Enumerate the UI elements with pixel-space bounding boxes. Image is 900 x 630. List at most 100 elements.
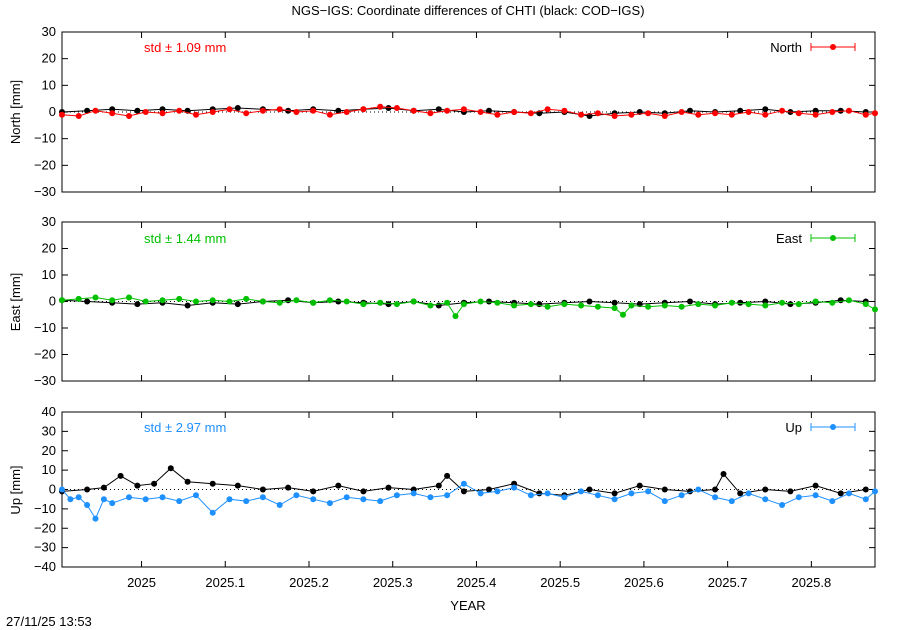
east-east-point (846, 297, 852, 304)
north-north-point (259, 107, 266, 114)
east-legend-label: East (776, 231, 802, 246)
x-tick-label: 2025.6 (624, 575, 664, 590)
east-east-point (712, 302, 719, 309)
x-axis-label: YEAR (450, 598, 485, 613)
up-up-point (812, 492, 819, 499)
north-y-tick-label: −30 (34, 184, 56, 199)
up-reference-point (586, 486, 593, 493)
up-up-point (176, 498, 183, 505)
up-reference-point (84, 486, 91, 493)
north-north-point (695, 111, 702, 118)
north-north-point (862, 111, 869, 118)
north-north-point (494, 111, 501, 118)
east-east-point (728, 299, 735, 306)
east-east-point (326, 297, 333, 304)
north-north-point (728, 111, 735, 118)
up-up-series-line (61, 483, 876, 520)
up-up-point (594, 492, 601, 499)
up-up-point (628, 490, 635, 497)
x-tick-label: 2025.8 (791, 575, 831, 590)
east-east-point (276, 299, 283, 306)
east-east-point (779, 299, 786, 306)
north-y-tick-label: −20 (34, 157, 56, 172)
north-north-point (393, 105, 400, 111)
east-east-point (393, 301, 400, 308)
east-reference-point (687, 298, 693, 305)
north-north-point (846, 107, 852, 114)
north-north-point (712, 110, 719, 117)
north-y-axis-label: North [mm] (8, 80, 23, 144)
up-std-label: std ± 2.97 mm (144, 420, 226, 435)
east-legend-marker (810, 234, 856, 242)
up-up-point (779, 502, 786, 508)
north-north-point (594, 110, 601, 117)
east-east-point (611, 305, 618, 312)
north-reference-point (687, 107, 693, 114)
east-east-point (494, 299, 501, 306)
up-up-point (84, 502, 91, 508)
east-std-label: std ± 1.44 mm (144, 231, 226, 246)
up-up-point (544, 490, 551, 497)
up-y-tick-label: 40 (42, 404, 56, 419)
east-east-point (678, 303, 685, 310)
north-north-point (226, 106, 233, 113)
up-up-point (444, 492, 451, 499)
north-reference-point (134, 107, 141, 114)
east-reference-point (486, 298, 492, 305)
north-north-point (678, 109, 685, 115)
up-reference-point (787, 488, 794, 495)
up-up-point (872, 488, 878, 495)
east-east-point (661, 302, 668, 309)
north-north-point (193, 111, 199, 118)
up-up-point (645, 488, 652, 495)
up-y-tick-label: −10 (34, 501, 56, 516)
up-reference-point (234, 482, 241, 489)
north-north-point (460, 106, 467, 113)
north-north-point (243, 110, 250, 117)
up-y-tick-label: −30 (34, 540, 56, 555)
north-north-point (544, 106, 551, 113)
north-reference-point (385, 105, 392, 111)
east-east-point (343, 298, 350, 305)
east-east-point (310, 299, 317, 306)
east-east-point (511, 302, 518, 309)
north-legend-marker (810, 43, 856, 51)
x-tick-label: 2025.4 (457, 575, 497, 590)
up-marks (59, 465, 878, 522)
north-north-point (59, 111, 65, 118)
up-up-point (226, 496, 233, 503)
up-up-point (343, 494, 350, 501)
east-y-tick-label: −10 (34, 320, 56, 335)
up-reference-point (812, 482, 819, 489)
north-reference-point (837, 107, 844, 114)
up-up-point (410, 490, 417, 497)
north-north-point (762, 111, 769, 118)
east-reference-point (787, 301, 794, 308)
up-up-point (276, 502, 283, 508)
north-north-point (209, 109, 216, 115)
north-reference-point (737, 107, 744, 114)
east-east-point (762, 302, 769, 309)
east-east-point (75, 295, 82, 302)
north-north-point (872, 110, 878, 117)
up-reference-point (837, 490, 844, 497)
up-reference-point (310, 488, 317, 495)
up-reference-point (444, 472, 451, 479)
east-east-point (243, 295, 250, 302)
north-reference-point (486, 107, 492, 114)
east-east-point (226, 298, 233, 305)
east-y-tick-label: 0 (49, 294, 56, 309)
east-east-point (862, 301, 869, 308)
north-north-point (611, 113, 618, 119)
up-up-point (59, 486, 65, 493)
up-up-point (862, 496, 869, 503)
north-y-tick-label: −10 (34, 131, 56, 146)
east-east-point (812, 298, 819, 305)
north-y-tick-label: 10 (42, 77, 56, 92)
north-std-label: std ± 1.09 mm (144, 40, 226, 55)
north-north-point (75, 113, 82, 119)
up-up-point (527, 492, 534, 499)
up-up-point (712, 494, 719, 501)
up-reference-point (134, 482, 141, 489)
east-east-point (620, 311, 626, 318)
